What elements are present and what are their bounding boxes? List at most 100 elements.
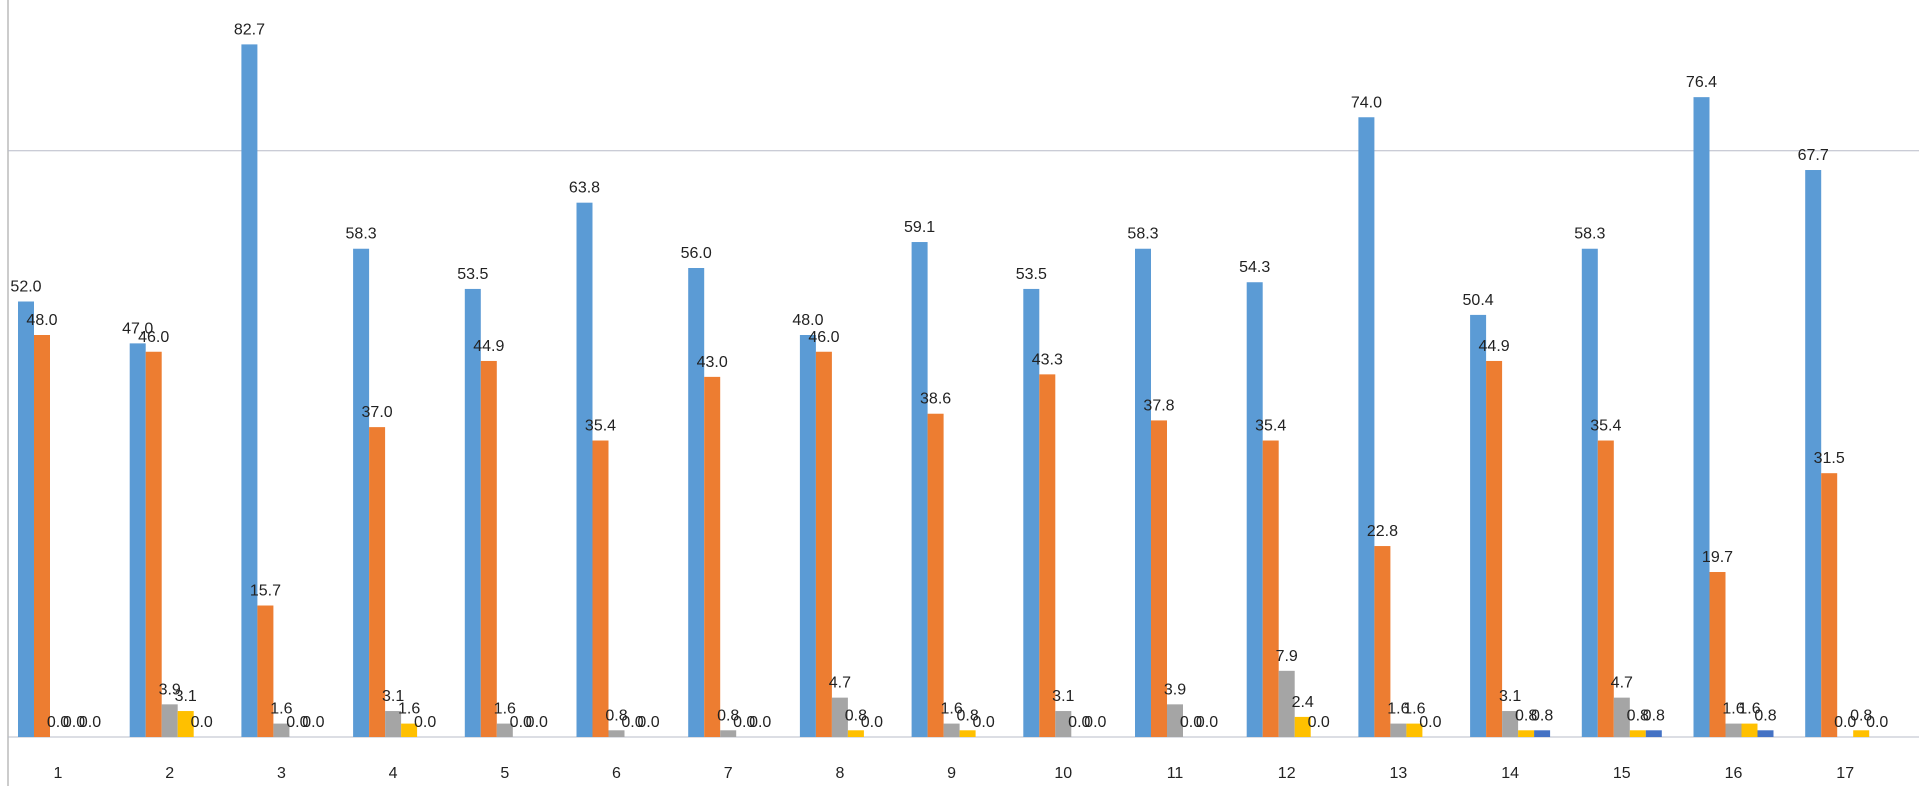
bar	[1597, 440, 1614, 737]
bar	[1039, 374, 1056, 737]
value-label: 1.6	[1387, 701, 1409, 718]
bar	[1709, 572, 1726, 737]
value-label: 37.0	[362, 404, 393, 421]
x-tick-label: 16	[1725, 765, 1743, 782]
value-label: 76.4	[1686, 74, 1717, 91]
value-label: 0.0	[1196, 714, 1218, 731]
bar	[1055, 711, 1072, 737]
bar	[145, 351, 162, 737]
value-label: 52.0	[10, 279, 41, 296]
value-label: 0.0	[191, 714, 213, 731]
bar	[688, 268, 705, 737]
value-label: 1.6	[398, 701, 420, 718]
value-label: 46.0	[808, 329, 839, 346]
bar	[480, 360, 497, 737]
bar	[1262, 440, 1279, 737]
value-label: 2.4	[1292, 694, 1314, 711]
x-tick-label: 6	[612, 765, 621, 782]
value-label: 0.0	[302, 714, 324, 731]
value-label: 1.6	[494, 701, 516, 718]
x-tick-label: 13	[1390, 765, 1408, 782]
value-label: 0.8	[845, 707, 867, 724]
x-tick-label: 17	[1836, 765, 1854, 782]
bar	[464, 288, 481, 737]
x-tick-label: 5	[500, 765, 509, 782]
bar	[1502, 711, 1519, 737]
value-label: 38.6	[920, 391, 951, 408]
bar	[911, 242, 928, 737]
bar	[1294, 716, 1311, 737]
value-label: 0.0	[1180, 714, 1202, 731]
value-label: 3.1	[1499, 688, 1521, 705]
x-tick-label: 10	[1054, 765, 1072, 782]
value-label: 0.0	[286, 714, 308, 731]
value-label: 58.3	[346, 226, 377, 243]
value-label: 63.8	[569, 180, 600, 197]
value-label: 0.8	[956, 707, 978, 724]
bar	[1470, 314, 1487, 737]
bar	[129, 343, 146, 737]
bar	[401, 723, 418, 737]
value-label: 46.0	[138, 329, 169, 346]
bar	[1534, 730, 1551, 737]
bar	[720, 730, 737, 737]
value-label: 1.6	[940, 701, 962, 718]
x-tick-label: 7	[724, 765, 733, 782]
value-label: 35.4	[1255, 418, 1286, 435]
bar	[1406, 723, 1423, 737]
x-tick-label: 12	[1278, 765, 1296, 782]
x-tick-label: 4	[389, 765, 398, 782]
value-label: 50.4	[1463, 292, 1494, 309]
x-tick-label: 1	[54, 765, 63, 782]
bar	[385, 711, 402, 737]
value-label: 0.0	[861, 714, 883, 731]
value-label: 53.5	[457, 266, 488, 283]
value-label: 0.8	[1515, 707, 1537, 724]
value-label: 1.6	[270, 701, 292, 718]
value-label: 31.5	[1814, 450, 1845, 467]
bar	[1821, 473, 1838, 737]
value-label: 0.8	[1531, 707, 1553, 724]
bar	[847, 730, 864, 737]
bar	[1805, 170, 1822, 737]
value-label: 19.7	[1702, 549, 1733, 566]
bar	[959, 730, 976, 737]
bar	[273, 723, 290, 737]
x-tick-label: 3	[277, 765, 286, 782]
bar	[1390, 723, 1407, 737]
bar	[1486, 360, 1503, 737]
bar	[1693, 97, 1710, 737]
value-label: 15.7	[250, 583, 281, 600]
value-label: 0.0	[637, 714, 659, 731]
bar	[1645, 730, 1662, 737]
value-label: 53.5	[1016, 266, 1047, 283]
bar	[34, 335, 50, 737]
bar	[608, 730, 625, 737]
value-label: 0.0	[526, 714, 548, 731]
value-label: 0.0	[972, 714, 994, 731]
bar	[1629, 730, 1646, 737]
bar	[576, 202, 593, 738]
value-label: 0.0	[1308, 714, 1330, 731]
bar	[1374, 546, 1391, 737]
x-tick-label: 8	[835, 765, 844, 782]
value-label: 35.4	[585, 418, 616, 435]
value-label: 0.0	[733, 714, 755, 731]
bar	[161, 704, 178, 737]
x-tick-label: 14	[1501, 765, 1519, 782]
value-label: 0.0	[1866, 714, 1888, 731]
value-label: 4.7	[829, 675, 851, 692]
value-label: 58.3	[1574, 226, 1605, 243]
bar	[1135, 248, 1151, 738]
value-label: 74.0	[1351, 94, 1382, 111]
bar	[1167, 704, 1183, 737]
value-label: 58.3	[1127, 226, 1158, 243]
value-label: 0.0	[1419, 714, 1441, 731]
value-label: 3.9	[159, 681, 181, 698]
value-label: 4.7	[1611, 675, 1633, 692]
value-label: 0.0	[1834, 714, 1856, 731]
x-tick-label: 9	[947, 765, 956, 782]
value-label: 0.0	[63, 714, 85, 731]
value-label: 3.1	[382, 688, 404, 705]
